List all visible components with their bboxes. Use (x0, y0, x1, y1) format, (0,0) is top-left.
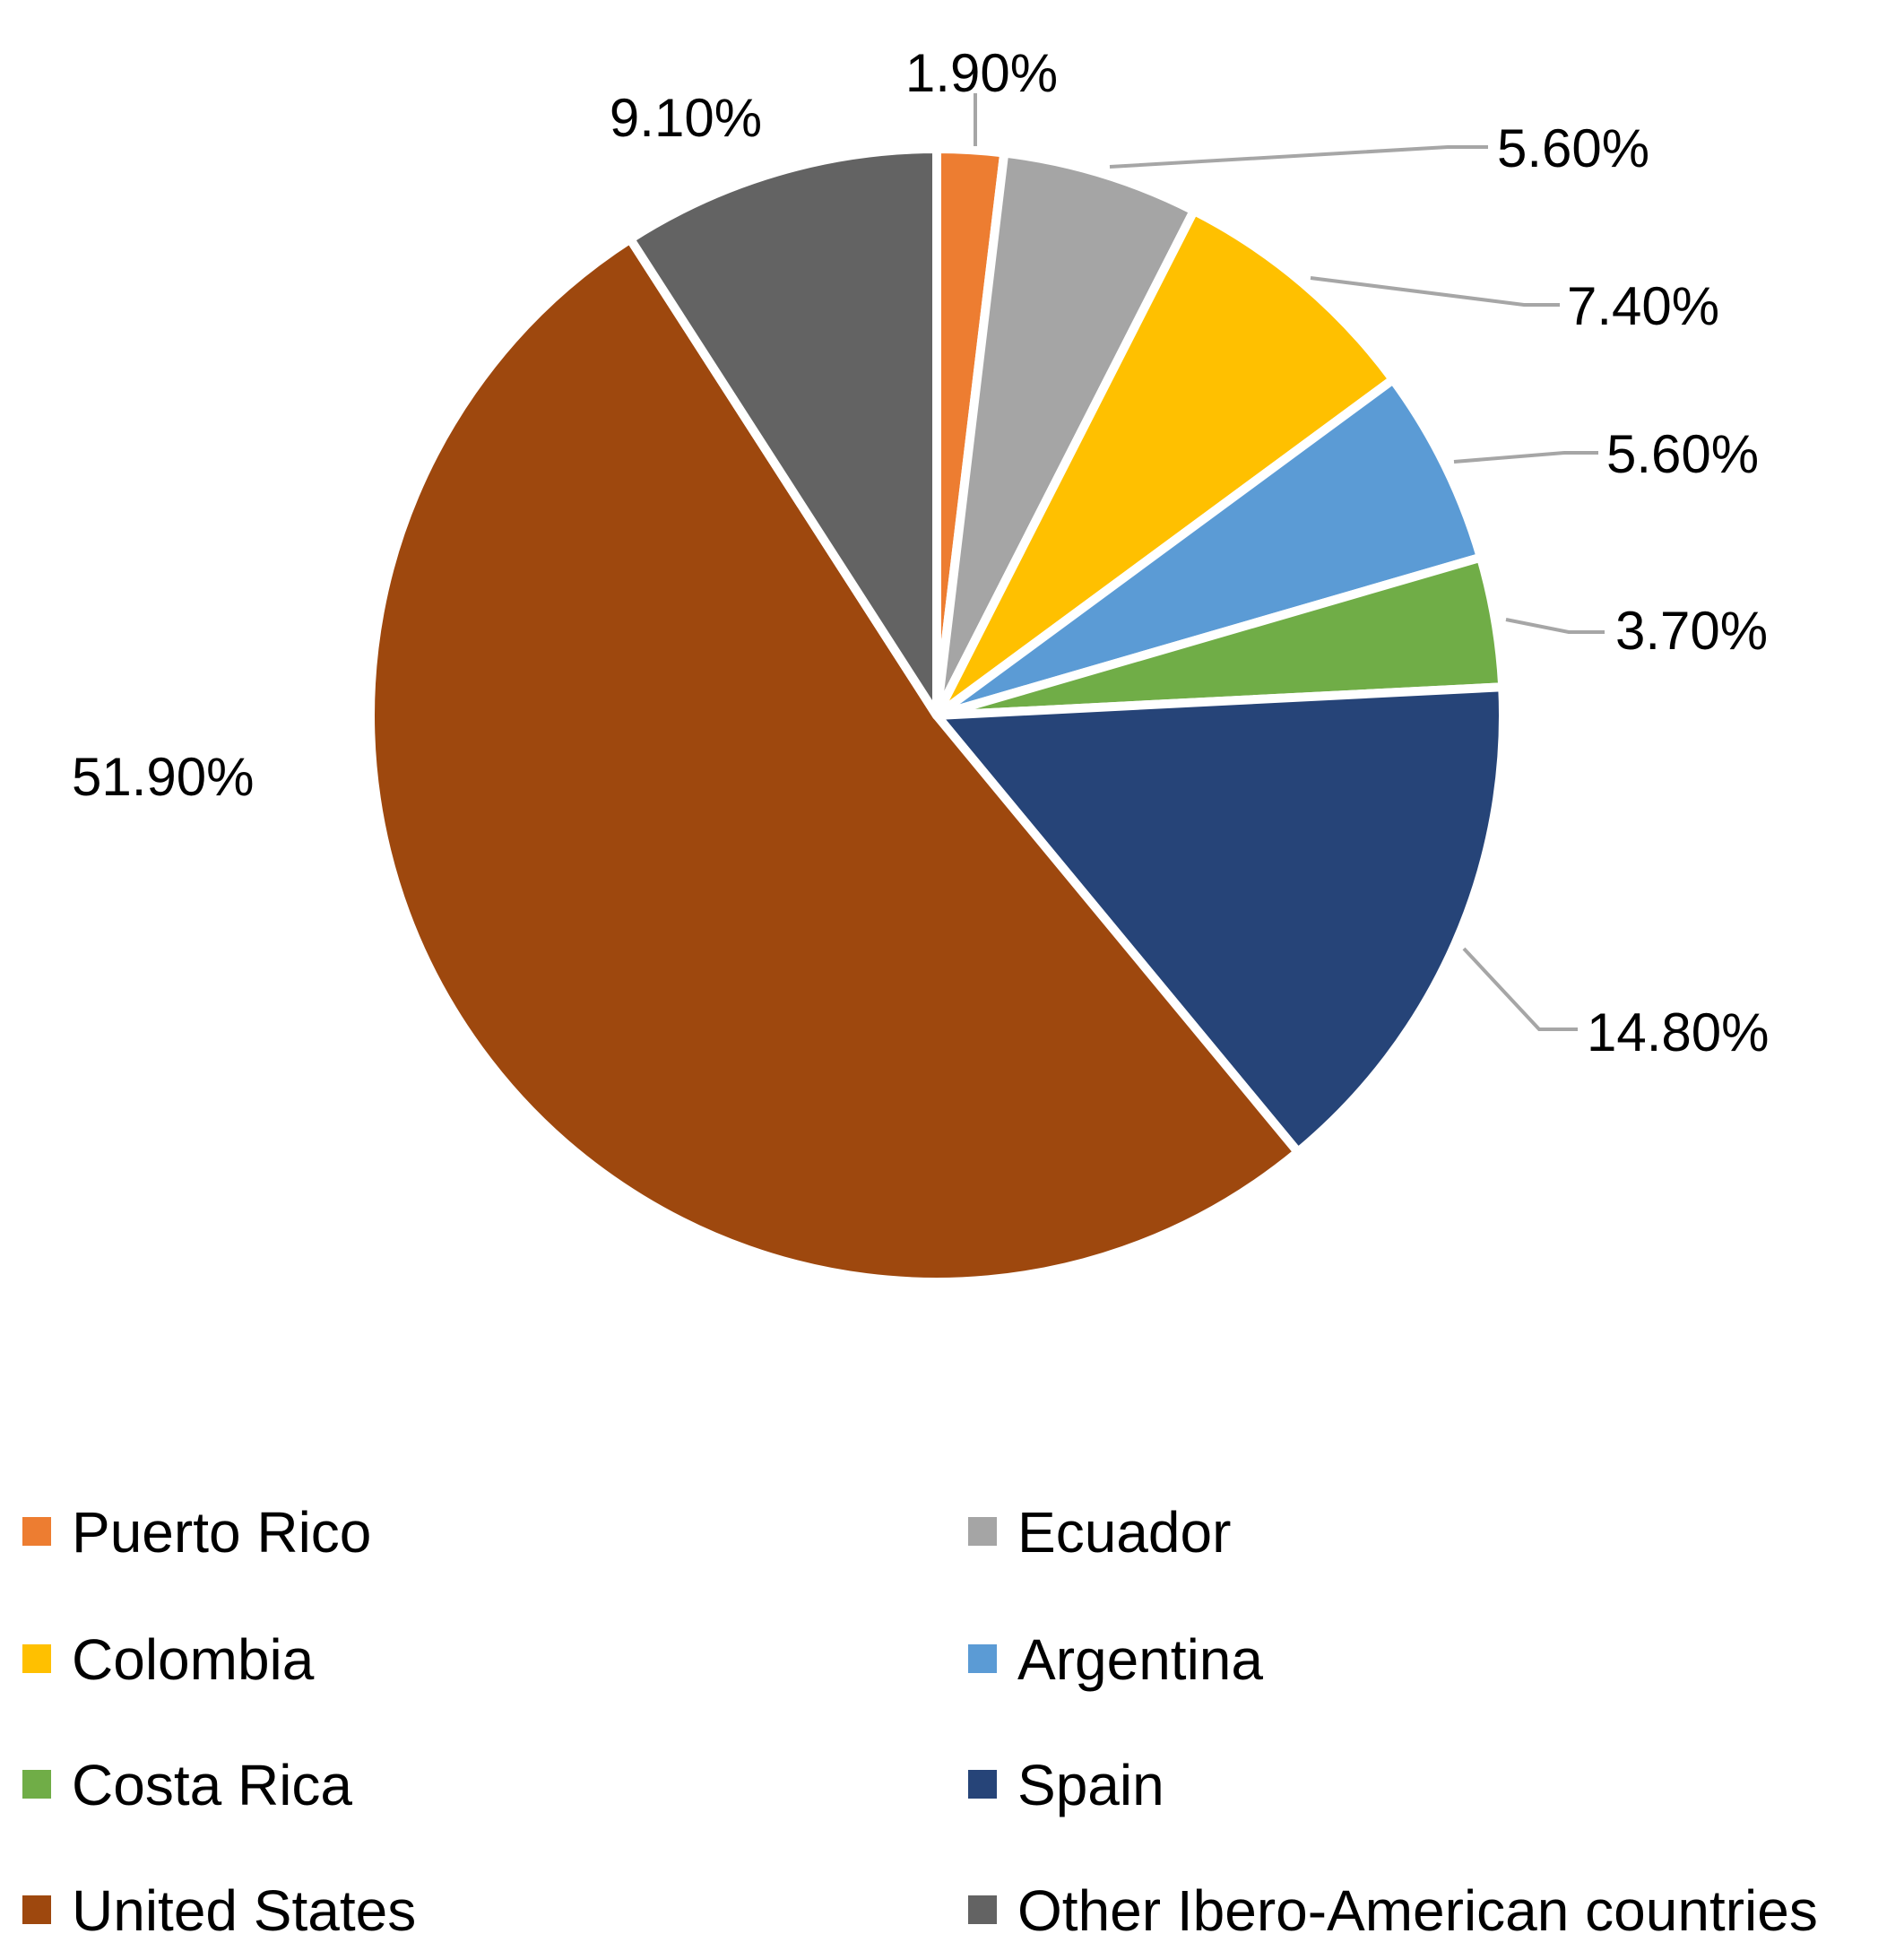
data-label-united-states: 51.90% (72, 747, 255, 807)
legend-swatch-other-ibero-american-countries (968, 1895, 997, 1924)
legend-item-colombia: Colombia (22, 1627, 315, 1692)
leader-line-costa-rica (1505, 618, 1605, 634)
leader-line-ecuador (1109, 145, 1488, 169)
legend-item-puerto-rico: Puerto Rico (22, 1500, 371, 1565)
pie-slice-spain (932, 682, 1508, 1157)
legend-item-spain: Spain (968, 1753, 1164, 1817)
legend-swatch-puerto-rico (22, 1517, 51, 1546)
leader-lines (974, 93, 1605, 1031)
leader-line-colombia (1310, 276, 1560, 307)
legend: Puerto Rico Ecuador Colombia Argentina Costa… (22, 1500, 1818, 1943)
data-label-puerto-rico: 1.90% (905, 43, 1058, 103)
legend-swatch-ecuador (968, 1517, 997, 1546)
pie-slice-colombia (932, 205, 1398, 720)
leader-line-argentina (1453, 451, 1598, 464)
legend-swatch-united-states (22, 1895, 51, 1924)
legend-label-colombia: Colombia (72, 1627, 315, 1692)
pie-slice-united-states (366, 234, 1303, 1288)
pie-slice-argentina (932, 375, 1485, 720)
legend-swatch-costa-rica (22, 1770, 51, 1799)
leader-line-spain (1462, 947, 1578, 1031)
data-label-colombia: 7.40% (1567, 276, 1719, 336)
pie-slice-ecuador (932, 148, 1199, 720)
data-label-ecuador: 5.60% (1497, 118, 1649, 178)
legend-item-other-ibero-american-countries: Other Ibero-American countries (968, 1878, 1818, 1943)
legend-label-other-ibero-american-countries: Other Ibero-American countries (1017, 1878, 1818, 1943)
legend-item-united-states: United States (22, 1878, 416, 1943)
legend-label-ecuador: Ecuador (1017, 1500, 1231, 1565)
data-label-argentina: 5.60% (1606, 424, 1759, 484)
legend-label-united-states: United States (72, 1878, 416, 1943)
data-label-costa-rica: 3.70% (1615, 601, 1768, 661)
legend-item-argentina: Argentina (968, 1627, 1263, 1692)
legend-label-puerto-rico: Puerto Rico (72, 1500, 371, 1565)
legend-item-costa-rica: Costa Rica (22, 1753, 352, 1817)
legend-label-spain: Spain (1017, 1753, 1164, 1817)
legend-swatch-argentina (968, 1644, 997, 1673)
legend-label-costa-rica: Costa Rica (72, 1753, 352, 1817)
legend-item-ecuador: Ecuador (968, 1500, 1231, 1565)
legend-swatch-spain (968, 1770, 997, 1799)
legend-swatch-colombia (22, 1644, 51, 1673)
data-labels: 1.90% 5.60% 7.40% 5.60% 3.70% 14.80% 51.90% 9.1… (72, 43, 1770, 1062)
pie-slices (366, 144, 1508, 1288)
pie-slice-other-ibero-american-countries (626, 144, 941, 720)
data-label-spain: 14.80% (1587, 1002, 1770, 1062)
legend-label-argentina: Argentina (1017, 1627, 1263, 1692)
data-label-other-ibero-american-countries: 9.10% (610, 88, 762, 148)
